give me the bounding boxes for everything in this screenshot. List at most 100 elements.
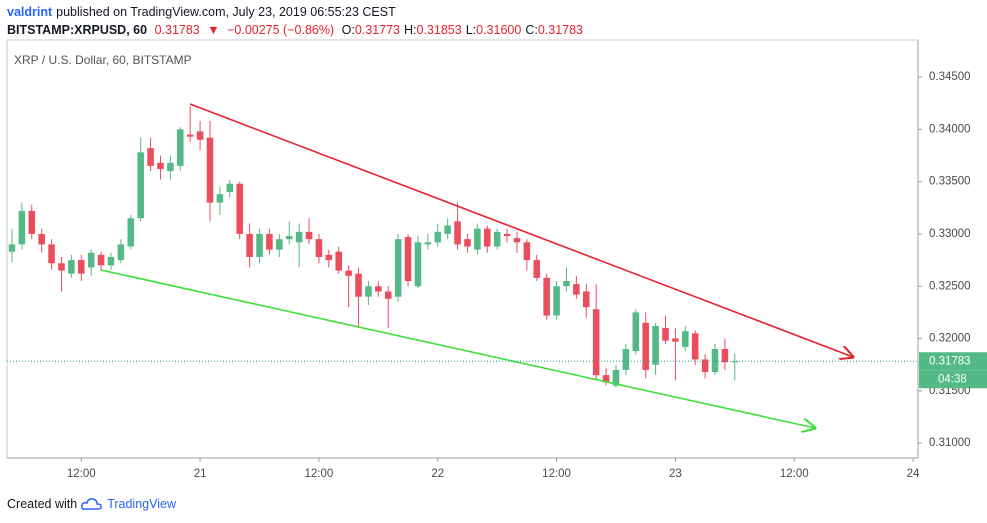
- candle-body: [642, 322, 649, 370]
- candle-body: [256, 233, 263, 257]
- candle-body: [236, 183, 243, 234]
- publish-info: published on TradingView.com, July 23, 2…: [56, 5, 396, 19]
- x-tick-label: 12:00: [542, 468, 571, 480]
- candle-body: [414, 242, 422, 287]
- candle-body: [404, 237, 412, 282]
- candle-body: [583, 291, 590, 308]
- candle-body: [226, 183, 234, 193]
- ohlc-value: 0.31853: [416, 23, 462, 37]
- candle-body: [38, 233, 45, 245]
- publish-line: valdrint published on TradingView.com, Ju…: [7, 5, 400, 19]
- y-tick-label: 0.34000: [929, 123, 971, 135]
- candle-body: [682, 331, 689, 347]
- candle-body: [563, 281, 570, 287]
- last-price-badge: [919, 352, 987, 371]
- x-tick-label: 23: [669, 468, 682, 480]
- y-tick-label: 0.32500: [929, 280, 971, 292]
- candle-body: [424, 242, 432, 245]
- change-arrow: ▼: [207, 23, 220, 37]
- candle-body: [285, 236, 293, 240]
- author[interactable]: valdrint: [7, 5, 53, 19]
- candle-body: [68, 260, 75, 274]
- countdown-badge: [919, 370, 987, 389]
- candle-body: [691, 333, 699, 360]
- support-trendline: [100, 269, 815, 428]
- candle-body: [384, 291, 392, 299]
- candle-body: [325, 254, 333, 261]
- candle-body: [454, 221, 461, 245]
- candle-body: [355, 273, 362, 297]
- plot-frame: [6, 39, 919, 459]
- candle-body: [394, 239, 402, 297]
- x-tick-label: 12:00: [305, 468, 334, 480]
- candle-body: [295, 231, 303, 243]
- x-tick-label: 21: [194, 468, 207, 480]
- candle-body: [246, 233, 253, 257]
- countdown-label: 04:38: [938, 373, 967, 385]
- candle-body: [157, 162, 164, 170]
- candle-body: [127, 218, 135, 247]
- y-tick-label: 0.33500: [929, 176, 971, 188]
- candle-body: [622, 349, 630, 370]
- quote-line: BITSTAMP:XRPUSD, 60 0.31783 ▼ −0.00275 (…: [7, 23, 587, 37]
- candle-body: [28, 210, 36, 234]
- candle-body: [216, 194, 224, 203]
- chart-title: XRP / U.S. Dollar, 60, BITSTAMP: [14, 53, 192, 67]
- candle-body: [493, 231, 501, 247]
- candle-body: [464, 239, 471, 247]
- candle-body: [365, 286, 372, 297]
- candle-body: [276, 239, 283, 250]
- candle-body: [335, 251, 342, 271]
- candle-body: [147, 148, 154, 166]
- ohlc-label: L:: [465, 23, 477, 37]
- candle-body: [474, 228, 481, 250]
- candle-body: [503, 233, 511, 237]
- x-tick-label: 12:00: [780, 468, 809, 480]
- candle-body: [8, 244, 16, 252]
- chart: XRP / U.S. Dollar, 60, BITSTAMP 0.31000 0…: [6, 39, 987, 480]
- x-tick-label: 24: [907, 468, 920, 480]
- y-tick-label: 0.31000: [929, 437, 971, 449]
- ohlc-label: O:: [341, 23, 355, 37]
- candle-body: [513, 238, 521, 243]
- candle-body: [315, 239, 323, 257]
- last-price-label: 0.31783: [929, 355, 971, 367]
- y-tick-label: 0.33000: [929, 228, 971, 240]
- candle-body: [87, 252, 95, 268]
- candle-body: [434, 231, 442, 243]
- resistance-trendline: [189, 103, 853, 357]
- candle-body: [345, 270, 352, 276]
- ohlc-value: 0.31600: [476, 23, 522, 37]
- brand[interactable]: TradingView: [107, 497, 176, 511]
- candle-body: [58, 263, 65, 271]
- candle-body: [602, 375, 610, 383]
- y-tick-label: 0.34500: [929, 71, 971, 83]
- candle-body: [177, 129, 184, 166]
- candle-body: [543, 277, 550, 316]
- candle-body: [107, 256, 115, 266]
- candle-body: [662, 328, 669, 341]
- candle-body: [652, 325, 659, 365]
- candle-body: [721, 349, 729, 363]
- candle-body: [632, 312, 640, 352]
- symbol: BITSTAMP:XRPUSD, 60: [7, 23, 148, 37]
- ohlc-value: 0.31783: [537, 23, 583, 37]
- candle-body: [48, 244, 55, 264]
- x-tick-label: 22: [431, 468, 444, 480]
- created-with: Created with: [7, 497, 78, 511]
- candle-body: [186, 134, 194, 137]
- candle-body: [117, 244, 125, 261]
- last-price: 0.31783: [154, 23, 200, 37]
- candle-body: [167, 162, 174, 172]
- x-tick-label: 12:00: [67, 468, 96, 480]
- candle-body: [573, 284, 580, 295]
- candle-body: [672, 338, 679, 342]
- candle-body: [701, 359, 709, 373]
- candle-body: [483, 228, 491, 247]
- candle-body: [444, 225, 451, 234]
- candle-body: [523, 242, 531, 261]
- ohlc-value: 0.31773: [354, 23, 400, 37]
- candle-body: [196, 131, 204, 140]
- candle-body: [375, 286, 382, 292]
